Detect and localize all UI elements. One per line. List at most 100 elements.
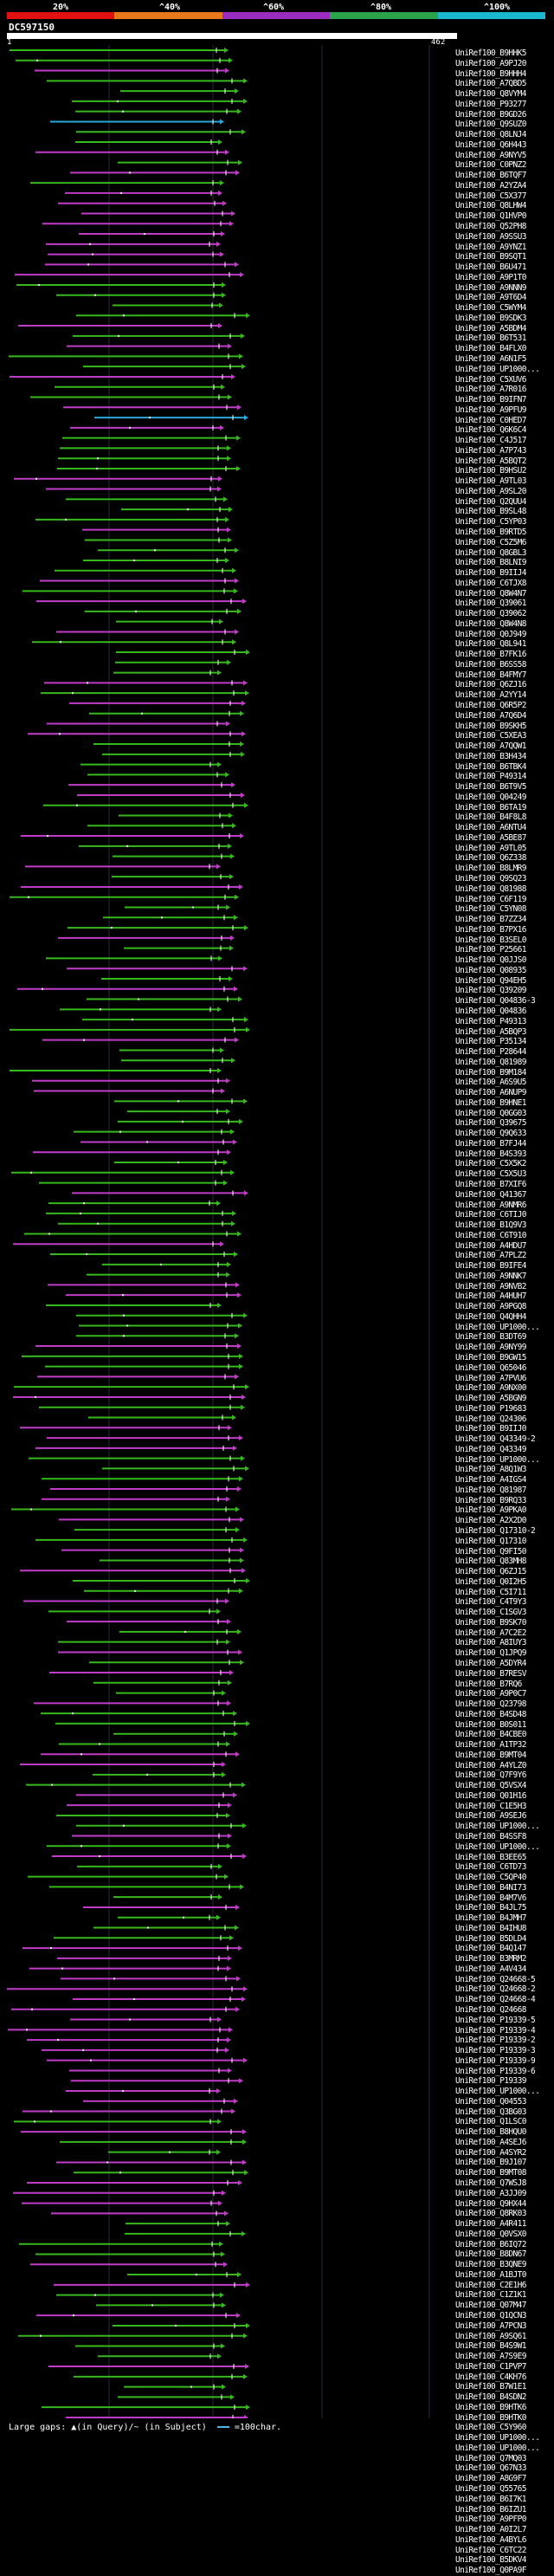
hit-label[interactable]: UniRef100_Q24668-4: [455, 1995, 536, 2005]
hit-label[interactable]: UniRef100_B9HTK6: [455, 2402, 527, 2412]
hit-label[interactable]: UniRef100_B9MT04: [455, 1750, 527, 1760]
hit-label[interactable]: UniRef100_Q81989: [455, 1057, 527, 1067]
hit-label[interactable]: UniRef100_C5X377: [455, 191, 527, 201]
hit-label[interactable]: UniRef100_C6T910: [455, 1230, 527, 1240]
hit-label[interactable]: UniRef100_B9HHH4: [455, 68, 527, 79]
hit-label[interactable]: UniRef100_Q17310-2: [455, 1526, 536, 1537]
hit-label[interactable]: UniRef100_Q1LSC0: [455, 2117, 527, 2127]
hit-label[interactable]: UniRef100_P19683: [455, 1403, 527, 1414]
hit-label[interactable]: UniRef100_Q7F9Y6: [455, 1770, 527, 1781]
hit-label[interactable]: UniRef100_A5BDM4: [455, 323, 527, 333]
hit-label[interactable]: UniRef100_C2E1H6: [455, 2280, 527, 2290]
hit-label[interactable]: UniRef100_Q8L941: [455, 639, 527, 650]
hit-label[interactable]: UniRef100_Q8LNJ4: [455, 130, 527, 140]
hit-label[interactable]: UniRef100_A9NX00: [455, 1383, 527, 1394]
hit-label[interactable]: UniRef100_Q08935: [455, 965, 527, 975]
hit-label[interactable]: UniRef100_A6S9U5: [455, 1078, 527, 1088]
hit-label[interactable]: UniRef100_Q04836: [455, 1006, 527, 1016]
hit-label[interactable]: UniRef100_Q24668-5: [455, 1974, 536, 1984]
hit-label[interactable]: UniRef100_C1SGV3: [455, 1608, 527, 1618]
hit-label[interactable]: UniRef100_A9SEJ6: [455, 1811, 527, 1822]
hit-label[interactable]: UniRef100_A2YY14: [455, 690, 527, 701]
hit-label[interactable]: UniRef100_Q1HVP0: [455, 211, 527, 222]
hit-label[interactable]: UniRef100_C5WYM4: [455, 303, 527, 314]
hit-label[interactable]: UniRef100_UP1000...: [455, 1841, 540, 1852]
hit-label[interactable]: UniRef100_B6TA19: [455, 802, 527, 812]
hit-label[interactable]: UniRef100_B9M184: [455, 1067, 527, 1078]
hit-label[interactable]: UniRef100_A7PCN3: [455, 2320, 527, 2331]
hit-label[interactable]: UniRef100_P19339-5: [455, 2015, 536, 2025]
hit-label[interactable]: UniRef100_C1PVP7: [455, 2361, 527, 2372]
hit-label[interactable]: UniRef100_A7Q6D4: [455, 710, 527, 721]
hit-label[interactable]: UniRef100_B4IHU8: [455, 1923, 527, 1933]
hit-label[interactable]: UniRef100_P19339-6: [455, 2066, 536, 2076]
hit-label[interactable]: UniRef100_P49314: [455, 772, 527, 782]
hit-label[interactable]: UniRef100_B4JMH7: [455, 1913, 527, 1924]
hit-label[interactable]: UniRef100_B9GW15: [455, 1353, 527, 1362]
hit-label[interactable]: UniRef100_B7FK16: [455, 650, 527, 660]
hit-label[interactable]: UniRef100_B4M7V6: [455, 1893, 527, 1903]
hit-label[interactable]: UniRef100_A9NNK7: [455, 1271, 527, 1281]
hit-label[interactable]: UniRef100_UP1000...: [455, 1454, 540, 1465]
hit-label[interactable]: UniRef100_A9TL05: [455, 843, 527, 853]
hit-label[interactable]: UniRef100_Q39061: [455, 599, 527, 609]
hit-label[interactable]: UniRef100_A9PKA0: [455, 1505, 527, 1516]
hit-label[interactable]: UniRef100_B3DT69: [455, 1332, 527, 1343]
hit-label[interactable]: UniRef100_B7FJ44: [455, 1138, 527, 1149]
hit-label[interactable]: UniRef100_B7XIF6: [455, 1179, 527, 1189]
hit-label[interactable]: UniRef100_A5BQT2: [455, 456, 527, 466]
hit-label[interactable]: UniRef100_C6TIJ0: [455, 1210, 527, 1220]
hit-label[interactable]: UniRef100_Q2QUU4: [455, 496, 527, 507]
hit-label[interactable]: UniRef100_A9PGQ8: [455, 1302, 527, 1312]
hit-label[interactable]: UniRef100_B4S9W1: [455, 2341, 527, 2352]
hit-label[interactable]: UniRef100_B4SD48: [455, 1709, 527, 1719]
hit-label[interactable]: UniRef100_Q6R5P2: [455, 701, 527, 710]
hit-label[interactable]: UniRef100_B6U471: [455, 262, 527, 273]
hit-label[interactable]: UniRef100_A2YZA4: [455, 180, 527, 191]
hit-label[interactable]: UniRef100_B4SSF8: [455, 1831, 527, 1841]
hit-label[interactable]: UniRef100_A4SYR2: [455, 2147, 527, 2158]
hit-label[interactable]: UniRef100_P19339-9: [455, 2055, 536, 2066]
hit-label[interactable]: UniRef100_B9IFN7: [455, 395, 527, 405]
hit-label[interactable]: UniRef100_Q17310: [455, 1536, 527, 1546]
hit-label[interactable]: UniRef100_A9NNN9: [455, 282, 527, 293]
hit-label[interactable]: UniRef100_A4R411: [455, 2219, 527, 2230]
hit-label[interactable]: UniRef100_Q9SUZ0: [455, 120, 527, 130]
hit-label[interactable]: UniRef100_Q6H443: [455, 139, 527, 150]
hit-label[interactable]: UniRef100_C5Z5M6: [455, 537, 527, 547]
hit-label[interactable]: UniRef100_B7W1E1: [455, 2382, 527, 2392]
hit-label[interactable]: UniRef100_B9IIJ0: [455, 1424, 527, 1434]
hit-label[interactable]: UniRef100_C5YN08: [455, 904, 527, 915]
hit-label[interactable]: UniRef100_P19339-4: [455, 2025, 536, 2036]
hit-label[interactable]: UniRef100_B4S393: [455, 1149, 527, 1159]
hit-label[interactable]: UniRef100_A1TP32: [455, 1740, 527, 1751]
hit-label[interactable]: UniRef100_A4V434: [455, 1964, 527, 1974]
hit-label[interactable]: UniRef100_A1BJT0: [455, 2269, 527, 2280]
hit-label[interactable]: UniRef100_B7RESV: [455, 1668, 527, 1679]
hit-label[interactable]: UniRef100_A7C2E2: [455, 1628, 527, 1638]
hit-label[interactable]: UniRef100_B9GD26: [455, 109, 527, 120]
hit-label[interactable]: UniRef100_A4HDU7: [455, 1240, 527, 1251]
hit-label[interactable]: UniRef100_Q83MH8: [455, 1557, 527, 1567]
hit-label[interactable]: UniRef100_Q81988: [455, 883, 527, 894]
hit-label[interactable]: UniRef100_Q04553: [455, 2096, 527, 2107]
hit-label[interactable]: UniRef100_Q43349: [455, 1444, 527, 1454]
hit-label[interactable]: UniRef100_B5DLD4: [455, 1933, 527, 1944]
hit-label[interactable]: UniRef100_Q8VYM4: [455, 89, 527, 100]
hit-label[interactable]: UniRef100_Q7WSJ8: [455, 2178, 527, 2189]
hit-label[interactable]: UniRef100_A9PFP0: [455, 2515, 527, 2525]
hit-label[interactable]: UniRef100_B9SK70: [455, 1617, 527, 1628]
hit-label[interactable]: UniRef100_A9TL03: [455, 476, 527, 487]
hit-label[interactable]: UniRef100_Q1QCN3: [455, 2310, 527, 2320]
hit-label[interactable]: UniRef100_A9SSU3: [455, 231, 527, 242]
hit-label[interactable]: UniRef100_C6TD73: [455, 1862, 527, 1873]
hit-label[interactable]: UniRef100_B4Q147: [455, 1944, 527, 1954]
hit-label[interactable]: UniRef100_Q07M47: [455, 2301, 527, 2311]
hit-label[interactable]: UniRef100_C5X5U3: [455, 1169, 527, 1180]
hit-label[interactable]: UniRef100_UP1000...: [455, 2443, 540, 2453]
hit-label[interactable]: UniRef100_B9IIJ4: [455, 568, 527, 579]
hit-label[interactable]: UniRef100_Q6ZJ15: [455, 1567, 527, 1577]
hit-label[interactable]: UniRef100_C4KH76: [455, 2372, 527, 2382]
hit-label[interactable]: UniRef100_B6T531: [455, 333, 527, 344]
hit-label[interactable]: UniRef100_C1Z1K1: [455, 2290, 527, 2301]
